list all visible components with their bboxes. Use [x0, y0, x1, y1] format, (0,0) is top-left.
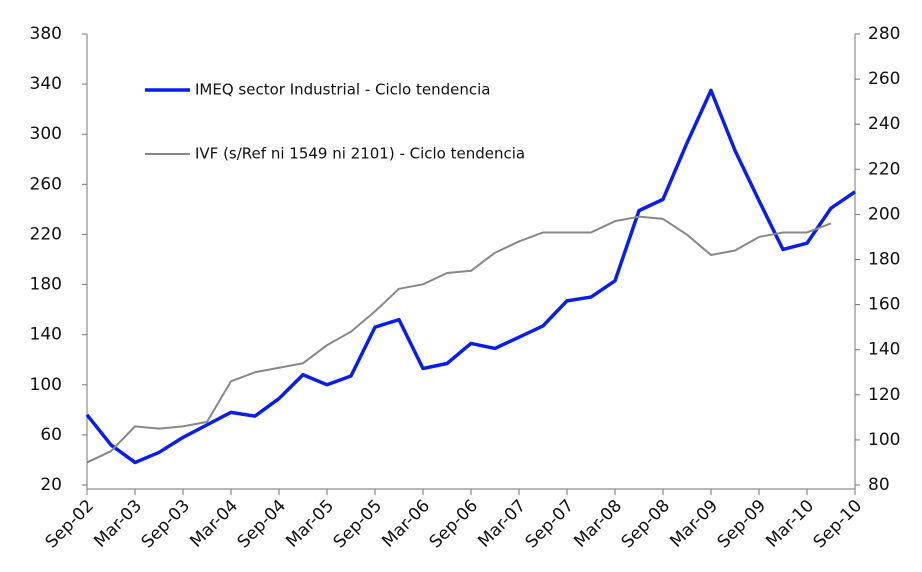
x-tick-label: Sep-10: [810, 496, 866, 552]
y-tick-label: 380: [30, 24, 62, 44]
y-tick-label: 60: [40, 425, 62, 445]
y-tick-label: 260: [30, 174, 62, 194]
y2-tick-label: 120: [868, 385, 900, 405]
x-tick-label: Mar-03: [90, 496, 146, 552]
y2-tick-label: 200: [868, 204, 900, 224]
y-tick-label: 140: [30, 325, 62, 345]
y2-tick-label: 280: [868, 24, 900, 44]
y2-tick-label: 240: [868, 114, 900, 134]
legend-label: IMEQ sector Industrial - Ciclo tendencia: [195, 81, 490, 99]
x-tick-label: Sep-03: [138, 496, 194, 552]
y2-tick-label: 100: [868, 430, 900, 450]
x-tick-label: Sep-08: [618, 496, 674, 552]
y2-tick-label: 140: [868, 340, 900, 360]
legend-label: IVF (s/Ref ni 1549 ni 2101) - Ciclo tend…: [195, 145, 525, 163]
x-tick-label: Mar-05: [282, 496, 338, 552]
x-tick-label: Sep-04: [234, 496, 290, 552]
series-line: [85, 88, 856, 465]
y-tick-label: 180: [30, 275, 62, 295]
x-tick-label: Sep-07: [522, 496, 578, 552]
x-tick-label: Mar-04: [186, 496, 242, 552]
series-line: [86, 215, 832, 464]
y2-tick-label: 180: [868, 250, 900, 270]
x-tick-label: Mar-08: [570, 496, 626, 552]
y2-tick-label: 220: [868, 159, 900, 179]
y-tick-label: 340: [30, 74, 62, 94]
x-tick-label: Sep-05: [330, 496, 386, 552]
y2-tick-label: 80: [868, 475, 890, 495]
y-tick-label: 20: [40, 475, 62, 495]
y2-tick-label: 260: [868, 69, 900, 89]
x-tick-label: Sep-09: [714, 496, 770, 552]
y-tick-label: 100: [30, 375, 62, 395]
y2-tick-label: 160: [868, 295, 900, 315]
x-tick-label: Mar-10: [762, 496, 818, 552]
x-tick-label: Mar-07: [474, 496, 530, 552]
x-tick-label: Sep-06: [426, 496, 482, 552]
x-tick-label: Sep-02: [42, 496, 98, 552]
y-tick-label: 300: [30, 124, 62, 144]
x-tick-label: Mar-09: [666, 496, 722, 552]
y-tick-label: 220: [30, 224, 62, 244]
x-tick-label: Mar-06: [378, 496, 434, 552]
